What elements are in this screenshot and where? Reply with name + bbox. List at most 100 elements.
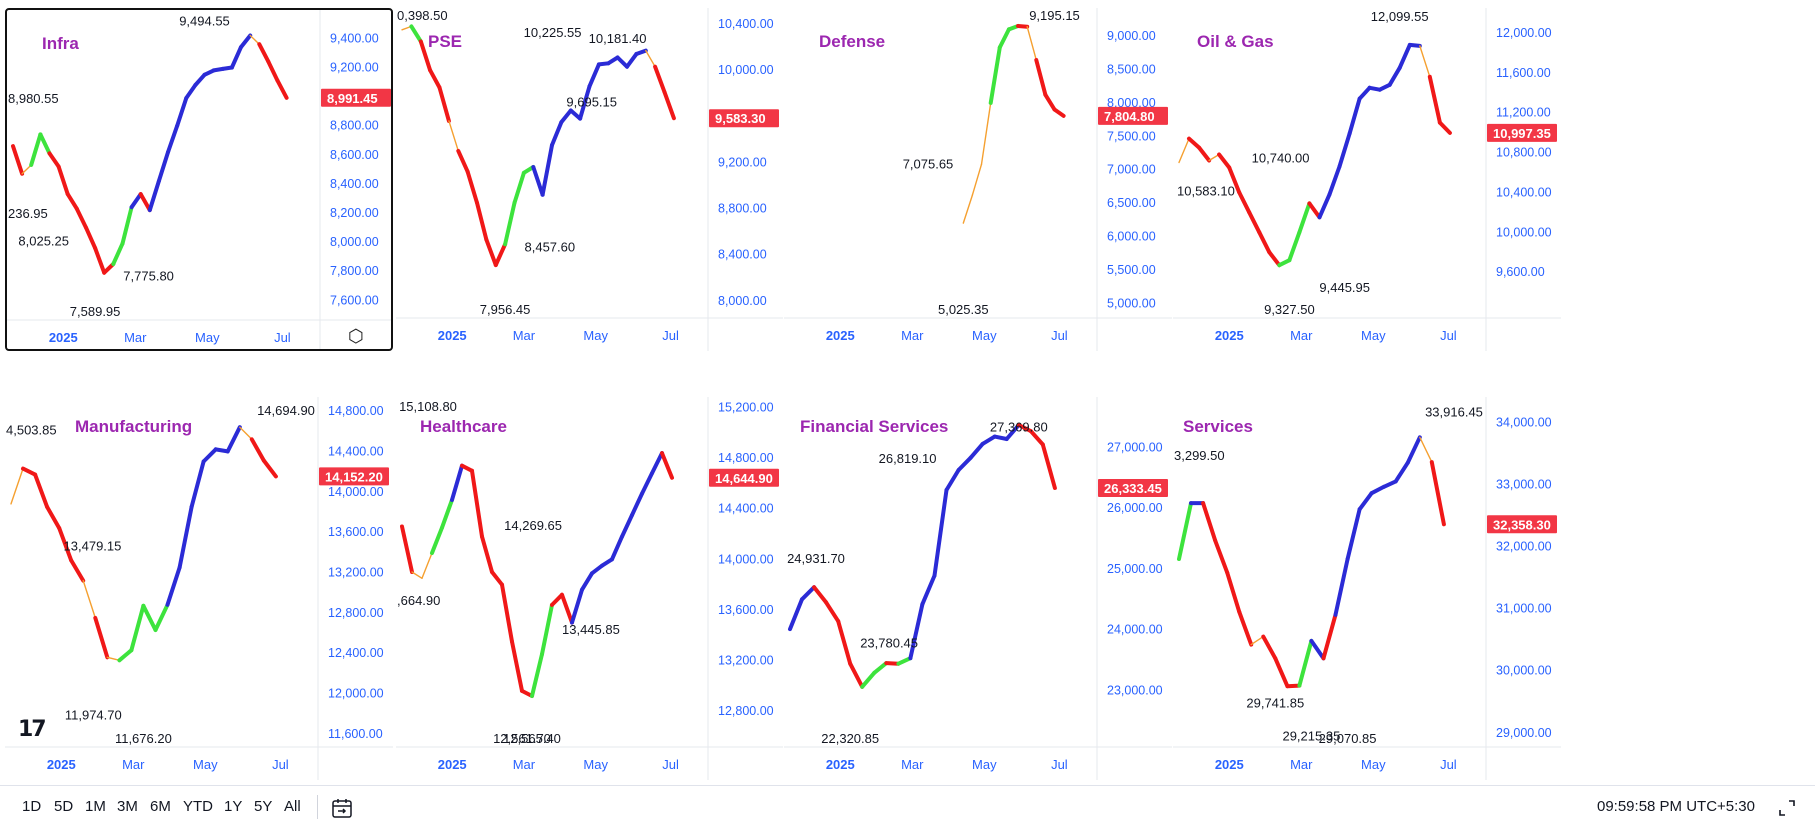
series-segment [129, 603, 146, 653]
x-tick-label: Jul [272, 757, 289, 772]
y-tick-label: 34,000.00 [1496, 415, 1552, 429]
series-segment [580, 571, 594, 592]
series-segment [550, 592, 564, 607]
chart-svg: 9,400.009,200.009,000.008,800.008,600.00… [7, 10, 391, 349]
series-segment [610, 534, 624, 562]
last-price-label: 14,644.90 [715, 471, 773, 486]
chart-panel-oil-gas[interactable]: 12,000.00 11,600.00 11,200.00 10,800.00 10,4… [1173, 8, 1561, 351]
y-tick-label: 13,200.00 [328, 566, 384, 580]
series-segment [860, 670, 877, 689]
series-segment [1197, 145, 1212, 163]
chart-title: Services [1183, 417, 1253, 436]
series-segment [1407, 42, 1422, 48]
y-tick-label: 14,000.00 [718, 552, 774, 566]
series-segment [653, 64, 667, 95]
series-segment [962, 194, 974, 224]
series-segment [111, 241, 125, 266]
chart-panel-defense[interactable]: 9,000.00 8,500.00 8,000.00 7,500.00 7,000.00… [784, 8, 1172, 351]
price-annotation: 7,075.65 [903, 157, 954, 172]
series-segment [156, 149, 171, 183]
x-tick-label: Mar [1290, 757, 1313, 772]
series-segment [400, 524, 414, 574]
y-tick-label: 24,000.00 [1107, 623, 1163, 637]
series-segment [257, 42, 271, 64]
fullscreen-icon[interactable] [1777, 798, 1797, 818]
series-segment [1381, 479, 1398, 489]
clock-timestamp[interactable]: 09:59:58 PM UTC+5:30 [1596, 798, 1755, 815]
y-tick-label: 8,000.00 [1107, 96, 1156, 110]
range-button-5y[interactable]: 5Y [254, 798, 273, 815]
series-segment [38, 132, 52, 156]
chart-panel-infra[interactable]: 9,400.009,200.009,000.008,800.008,600.00… [5, 8, 393, 351]
x-tick-label: May [1361, 757, 1386, 772]
price-annotation: 13,445.85 [562, 622, 620, 637]
chart-panel-healthcare[interactable]: 15,200.00 14,800.00 14,400.00 14,000.00 13,6… [396, 397, 783, 780]
series-segment [165, 565, 182, 607]
range-button-1m[interactable]: 1M [85, 798, 106, 815]
series-segment [1247, 210, 1262, 235]
series-segment [470, 468, 484, 539]
chart-panel-services[interactable]: 34,000.00 33,000.00 32,000.00 31,000.00 30,0… [1173, 397, 1561, 780]
series-segment [540, 602, 554, 657]
price-annotation: 29,741.85 [1246, 696, 1304, 711]
series-segment [1227, 165, 1242, 195]
price-annotation: 12,099.55 [1371, 9, 1429, 24]
chart-panel-financial-services[interactable]: 27,000.00 26,000.00 25,000.00 24,000.00 23,0… [784, 397, 1172, 780]
y-tick-label: 23,000.00 [1107, 683, 1163, 697]
price-annotation: 11,676.20 [115, 731, 172, 746]
series-segment [1043, 92, 1057, 112]
y-tick-label: 11,200.00 [1496, 106, 1551, 120]
y-tick-label: 30,000.00 [1496, 664, 1552, 678]
calendar-goto-icon[interactable] [330, 796, 354, 820]
range-button-6m[interactable]: 6M [150, 798, 171, 815]
series-segment [239, 426, 253, 440]
series-segment [428, 68, 442, 90]
price-annotation: 3,299.50 [1174, 448, 1225, 463]
range-button-1d[interactable]: 1D [22, 798, 42, 815]
x-tick-label: Jul [1051, 757, 1068, 772]
last-price-label: 7,804.80 [1104, 109, 1155, 124]
chart-title: Defense [819, 32, 886, 51]
series-segment [1427, 74, 1442, 125]
series-segment [615, 55, 629, 69]
price-annotation: 23,780.45 [860, 635, 918, 650]
y-tick-label: 8,800.00 [330, 119, 379, 133]
chart-svg: 34,000.00 33,000.00 32,000.00 31,000.00 30,0… [1173, 397, 1561, 780]
last-price-label: 10,997.35 [1493, 126, 1551, 141]
tradingview-logo[interactable]: 17 [18, 717, 47, 742]
series-segment [1257, 230, 1272, 255]
series-segment [645, 49, 656, 68]
series-segment [440, 497, 454, 530]
price-annotation: 14,694.90 [257, 403, 315, 418]
y-tick-label: 9,400.00 [330, 31, 379, 45]
last-price-tag [1098, 106, 1168, 125]
settings-gear-icon[interactable]: ⬡ [348, 326, 364, 346]
y-tick-label: 9,600.00 [1496, 265, 1545, 279]
series-segment [166, 123, 180, 154]
series-segment [1347, 96, 1362, 136]
chart-panel-manufacturing[interactable]: 14,800.00 14,400.00 14,000.00 13,600.00 13,2… [5, 397, 393, 780]
series-segment [11, 144, 25, 176]
series-segment [944, 468, 961, 492]
last-price-tag [1487, 123, 1557, 142]
series-segment [21, 164, 32, 175]
series-segment [249, 34, 261, 45]
range-button-3m[interactable]: 3M [117, 798, 138, 815]
series-segment [1187, 136, 1202, 150]
x-tick-label: May [1361, 328, 1386, 343]
range-button-all[interactable]: All [284, 798, 301, 815]
series-segment [266, 59, 280, 83]
x-tick-label: May [193, 757, 218, 772]
series-segment [640, 471, 654, 496]
range-button-5d[interactable]: 5D [54, 798, 74, 815]
y-tick-label: 9,000.00 [1107, 29, 1156, 43]
series-segment [560, 592, 574, 625]
chart-panel-pse[interactable]: 10,400.0010,000.009,600.009,200.008,800.… [396, 8, 783, 351]
range-button-1y[interactable]: 1Y [224, 798, 243, 815]
series-segment [45, 504, 62, 531]
range-button-ytd[interactable]: YTD [183, 798, 213, 815]
series-segment [57, 526, 74, 563]
series-segment [93, 615, 110, 660]
series-segment [896, 656, 913, 666]
